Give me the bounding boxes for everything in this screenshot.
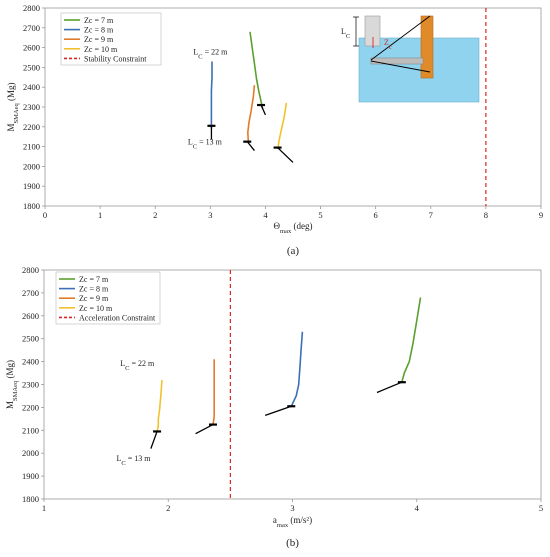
y-tick-label: 1900 — [23, 181, 40, 191]
x-tick-label: 0 — [43, 210, 47, 220]
legend-entry: Zc = 10 m — [79, 304, 113, 313]
lc-annotation: LC = 22 m — [193, 48, 228, 61]
y-tick-label: 2600 — [23, 43, 40, 53]
y-tick-label: 2600 — [22, 311, 39, 321]
y-tick-label: 1900 — [22, 471, 39, 481]
lc-annotation: LC = 22 m — [120, 359, 155, 372]
series-line-zc9 — [247, 85, 256, 143]
y-tick-label: 2200 — [23, 122, 40, 132]
y-tick-label: 2300 — [23, 102, 40, 112]
inset-zc-label: Zc — [384, 38, 392, 51]
inset-lc-label: LC — [341, 27, 350, 40]
panel-label: (b) — [286, 537, 299, 549]
y-tick-label: 2500 — [22, 334, 39, 344]
legend-entry: Zc = 10 m — [84, 45, 118, 54]
y-tick-label: 2700 — [22, 288, 39, 298]
inset-arm — [370, 57, 424, 65]
series-line-zc7 — [249, 31, 264, 110]
series-line-zc8 — [210, 61, 213, 129]
y-tick-label: 2800 — [23, 3, 40, 13]
inset-cable — [370, 60, 431, 73]
marker-tail — [264, 405, 292, 417]
panel-b: 1 2 3 4 5 1800 1900 2000 2100 2200 2300 2400 2500 260… — [5, 265, 543, 529]
legend: Zc = 7 mZc = 8 mZc = 9 mZc = 10 mAcceler… — [55, 271, 161, 325]
x-tick-label: 1 — [98, 210, 102, 220]
x-axis-label: Θmax (deg) — [274, 221, 313, 235]
inset-cable — [370, 15, 431, 61]
lc-annotation: LC = 13 m — [116, 454, 151, 467]
y-tick-label: 2200 — [22, 402, 39, 412]
x-tick-label: 5 — [318, 210, 322, 220]
x-tick-label: 7 — [429, 210, 433, 220]
x-tick-label: 8 — [484, 210, 488, 220]
x-tick-label: 6 — [374, 210, 378, 220]
x-tick-label: 2 — [153, 210, 157, 220]
series-line-zc10 — [277, 102, 288, 149]
y-tick-label: 2400 — [23, 82, 40, 92]
panel-a: 0 1 2 3 4 5 6 7 8 9 1800 1900 2000 2100 2200 2300 2400 25… — [6, 3, 543, 235]
series-line-zc9 — [212, 359, 215, 425]
legend-entry: Zc = 8 m — [79, 285, 109, 294]
legend-entry: Acceleration Constraint — [79, 313, 156, 322]
legend-entry: Zc = 7 m — [79, 275, 109, 284]
marker-tail — [277, 147, 294, 163]
y-tick-label: 2000 — [23, 161, 40, 171]
lc-annotation: LC = 13 m — [188, 138, 223, 151]
x-tick-label: 3 — [290, 503, 294, 513]
inset-diagram: LC Zc — [341, 15, 480, 103]
y-tick-label: 2700 — [23, 23, 40, 33]
y-tick-label: 2400 — [22, 357, 39, 367]
legend: Zc = 7 mZc = 8 mZc = 9 mZc = 10 mStabili… — [60, 12, 162, 66]
inset-pile — [420, 15, 434, 79]
legend-entry: Zc = 8 m — [84, 26, 114, 35]
y-tick-label: 2800 — [22, 265, 39, 275]
y-axis-label: MSMAeq (Mg) — [5, 360, 19, 409]
series-line-zc10 — [156, 379, 163, 432]
legend-entry: Stability Constraint — [84, 54, 147, 63]
x-tick-label: 4 — [263, 210, 268, 220]
x-tick-label: 9 — [539, 210, 543, 220]
legend-entry: Zc = 9 m — [79, 294, 109, 303]
x-tick-label: 1 — [42, 503, 46, 513]
x-tick-label: 3 — [208, 210, 212, 220]
marker-tail — [376, 381, 403, 394]
series-line-zc8 — [290, 331, 304, 407]
y-tick-label: 2000 — [22, 448, 39, 458]
y-axis-label: MSMAeq (Mg) — [6, 83, 20, 132]
y-tick-label: 2500 — [23, 62, 40, 72]
x-tick-label: 4 — [415, 503, 420, 513]
x-tick-label: 2 — [166, 503, 170, 513]
x-tick-label: 5 — [539, 503, 543, 513]
x-axis-label: amax (m/s²) — [273, 515, 312, 529]
y-tick-label: 2300 — [22, 380, 39, 390]
marker-tail — [195, 423, 214, 435]
legend-entry: Zc = 9 m — [84, 35, 114, 44]
panel-label: (a) — [287, 245, 300, 257]
y-tick-label: 1800 — [23, 201, 40, 211]
marker-tail — [260, 104, 267, 116]
y-tick-label: 2100 — [23, 142, 40, 152]
marker-tail — [246, 141, 255, 151]
inset-structure — [364, 15, 381, 47]
y-tick-label: 1800 — [22, 494, 39, 504]
marker-tail — [150, 431, 158, 449]
y-tick-label: 2100 — [22, 425, 39, 435]
legend-entry: Zc = 7 m — [84, 16, 114, 25]
series-line-zc7 — [401, 297, 422, 383]
